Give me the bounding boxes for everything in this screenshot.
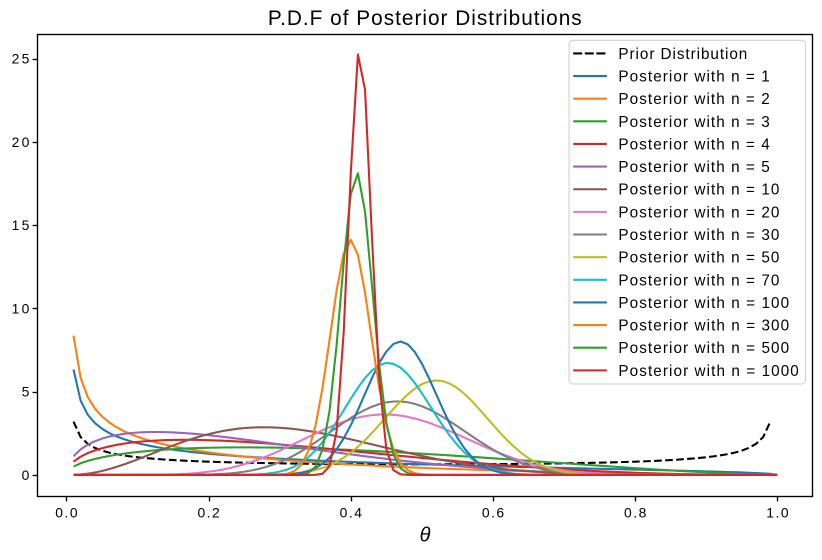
svg-text:θ: θ <box>420 525 431 547</box>
svg-text:Posterior with n = 70: Posterior with n = 70 <box>618 272 779 289</box>
svg-text:Posterior with n = 100: Posterior with n = 100 <box>618 295 789 312</box>
svg-text:1.0: 1.0 <box>766 504 789 520</box>
svg-text:Posterior with n = 4: Posterior with n = 4 <box>618 136 770 153</box>
svg-text:0.6: 0.6 <box>482 504 505 520</box>
svg-text:Posterior with n = 300: Posterior with n = 300 <box>618 318 789 335</box>
svg-text:Posterior with n = 5: Posterior with n = 5 <box>618 159 769 176</box>
svg-text:Posterior with n = 1000: Posterior with n = 1000 <box>618 363 798 380</box>
svg-text:Posterior with n = 1: Posterior with n = 1 <box>618 69 769 86</box>
svg-text:0.0: 0.0 <box>55 504 78 520</box>
svg-text:Posterior with n = 2: Posterior with n = 2 <box>618 91 769 108</box>
svg-text:Prior Distribution: Prior Distribution <box>618 46 747 63</box>
svg-text:Posterior with n = 3: Posterior with n = 3 <box>618 114 769 131</box>
svg-text:Posterior with n = 20: Posterior with n = 20 <box>618 204 779 221</box>
svg-text:P.D.F of Posterior Distributio: P.D.F of Posterior Distributions <box>268 7 582 30</box>
svg-text:Posterior with n = 50: Posterior with n = 50 <box>618 250 779 267</box>
svg-text:0.4: 0.4 <box>340 504 363 520</box>
svg-text:Posterior with n = 10: Posterior with n = 10 <box>618 182 779 199</box>
svg-text:0.2: 0.2 <box>197 504 220 520</box>
svg-text:5: 5 <box>22 384 30 400</box>
svg-text:Posterior with n = 500: Posterior with n = 500 <box>618 340 789 357</box>
svg-text:Posterior with n = 30: Posterior with n = 30 <box>618 227 779 244</box>
svg-text:0: 0 <box>22 467 30 483</box>
svg-text:0.8: 0.8 <box>624 504 647 520</box>
